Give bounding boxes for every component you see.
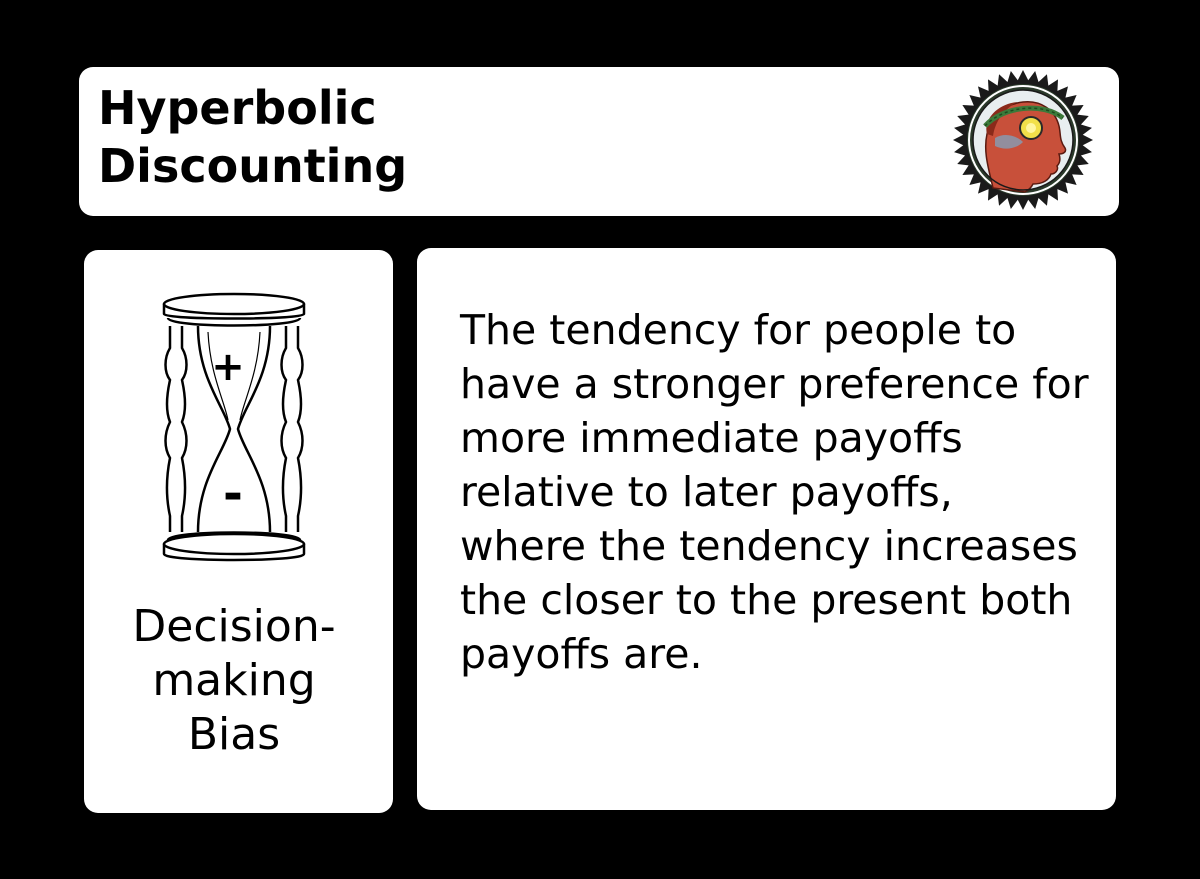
title-line-1: Hyperbolic (98, 81, 377, 135)
category-line-1: Decision- (132, 601, 336, 652)
laurel-head-seal-icon (953, 70, 1093, 210)
category-line-3: Bias (187, 709, 281, 760)
category-panel: + - Decision- making Bias (84, 250, 393, 813)
category-line-2: making (152, 655, 316, 706)
title-line-2: Discounting (98, 139, 408, 193)
title-panel: Hyperbolic Discounting (79, 67, 1119, 216)
category-label: Decision- making Bias (84, 600, 384, 762)
bias-description: The tendency for people to have a strong… (460, 306, 1089, 678)
card-title: Hyperbolic Discounting (98, 79, 618, 195)
hourglass-plus-sign: + (211, 344, 245, 390)
hourglass-icon: + - (162, 292, 306, 562)
hourglass-minus-sign: - (223, 466, 243, 522)
description-panel: The tendency for people to have a strong… (417, 248, 1116, 810)
